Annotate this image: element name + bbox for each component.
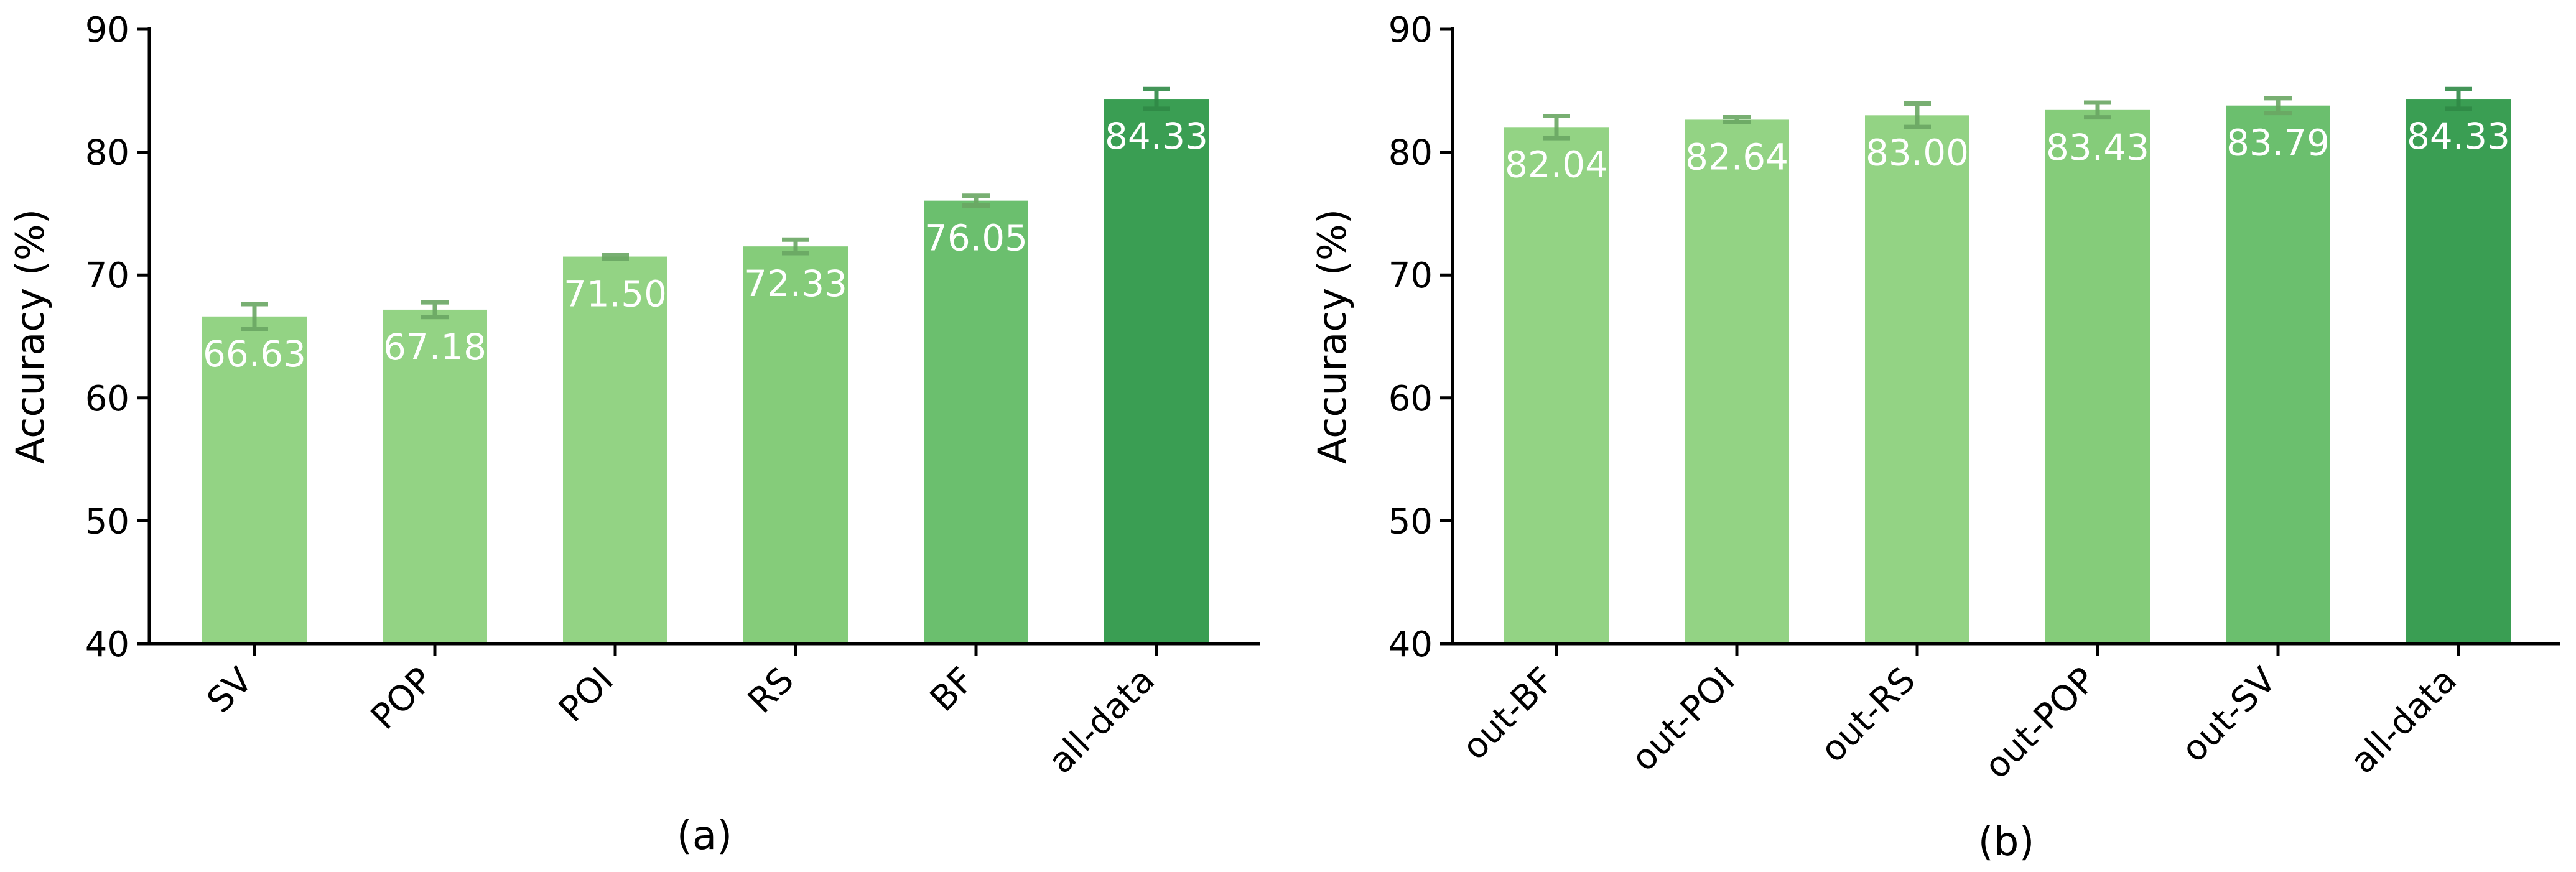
bar-value-label: 67.18 xyxy=(383,326,486,368)
bar-value-label: 83.79 xyxy=(2226,122,2330,164)
x-tick-label: out-BF xyxy=(1454,660,1563,768)
error-bar xyxy=(421,300,449,320)
bar-value-label: 76.05 xyxy=(924,217,1028,259)
x-tick-label: all-data xyxy=(2343,660,2465,782)
y-tick-label: 50 xyxy=(85,501,129,542)
bar-value-label: 72.33 xyxy=(744,262,847,305)
x-tick-label: POI xyxy=(551,660,621,730)
bar-value-label: 84.33 xyxy=(1105,115,1208,157)
y-tick-label: 40 xyxy=(1388,624,1433,665)
error-bar xyxy=(2264,96,2292,116)
bar-value-label: 66.63 xyxy=(203,333,306,375)
y-tick-label: 80 xyxy=(85,133,129,174)
y-tick-label: 40 xyxy=(85,624,129,665)
chart-panel-a: 66.63 67.18 71.50 72.33 76.05 84.33 40 50 60 70 80… xyxy=(7,10,1260,859)
bar-value-label: 82.04 xyxy=(1505,143,1608,185)
x-tick-label: out-POP xyxy=(1977,660,2104,787)
error-bar xyxy=(1723,114,1751,124)
error-bar xyxy=(241,302,268,332)
bar-out-bf xyxy=(1504,127,1609,644)
x-tick-label: out-RS xyxy=(1813,660,1923,771)
bar-out-sv xyxy=(2226,105,2330,644)
bar-out-pop xyxy=(2045,109,2150,644)
error-bar xyxy=(782,237,809,256)
chart-panel-b: 82.04 82.64 83.00 83.43 83.79 84.33 40 50 60 70 80… xyxy=(1309,10,2560,865)
bar-pop xyxy=(383,309,487,644)
bar-value-label: 71.50 xyxy=(564,273,667,315)
x-tick-label: out-POI xyxy=(1624,660,1743,779)
bar-value-label: 82.64 xyxy=(1685,136,1788,178)
error-bar xyxy=(602,253,629,261)
y-tick-label: 70 xyxy=(85,256,129,296)
y-axis-label: Accuracy (%) xyxy=(1309,209,1355,464)
bar-value-label: 83.43 xyxy=(2046,126,2149,169)
bar-value-label: 83.00 xyxy=(1866,131,1969,174)
bar-bf xyxy=(924,200,1028,644)
error-bar xyxy=(2084,100,2111,120)
y-axis-label: Accuracy (%) xyxy=(7,209,53,464)
y-tick-label: 60 xyxy=(85,379,129,419)
panel-caption: (a) xyxy=(677,813,732,859)
bar-out-poi xyxy=(1685,119,1789,644)
x-tick-label: POP xyxy=(363,660,441,738)
bar-sv xyxy=(202,316,307,644)
y-tick-label: 70 xyxy=(1388,256,1433,296)
error-bar xyxy=(1904,101,1931,129)
error-bar xyxy=(1143,86,1170,111)
bar-rs xyxy=(743,246,848,644)
x-tick-label: RS xyxy=(740,660,802,721)
panel-caption: (b) xyxy=(1978,819,2035,865)
y-tick-label: 50 xyxy=(1388,501,1433,542)
bar-all-data xyxy=(1104,99,1209,644)
y-tick-label: 90 xyxy=(1388,10,1433,50)
bar-all-data xyxy=(2406,99,2511,644)
bar-out-rs xyxy=(1865,115,1969,644)
y-tick-label: 80 xyxy=(1388,133,1433,174)
x-tick-label: all-data xyxy=(1041,660,1163,782)
y-tick-label: 90 xyxy=(85,10,129,50)
x-tick-label: BF xyxy=(923,660,982,720)
x-tick-label: out-SV xyxy=(2174,660,2284,770)
bar-poi xyxy=(563,256,667,644)
error-bar xyxy=(2445,86,2472,111)
error-bar xyxy=(1543,114,1570,141)
bar-value-label: 84.33 xyxy=(2407,115,2510,157)
error-bar xyxy=(962,193,990,208)
y-tick-label: 60 xyxy=(1388,379,1433,419)
x-tick-label: SV xyxy=(200,660,261,721)
